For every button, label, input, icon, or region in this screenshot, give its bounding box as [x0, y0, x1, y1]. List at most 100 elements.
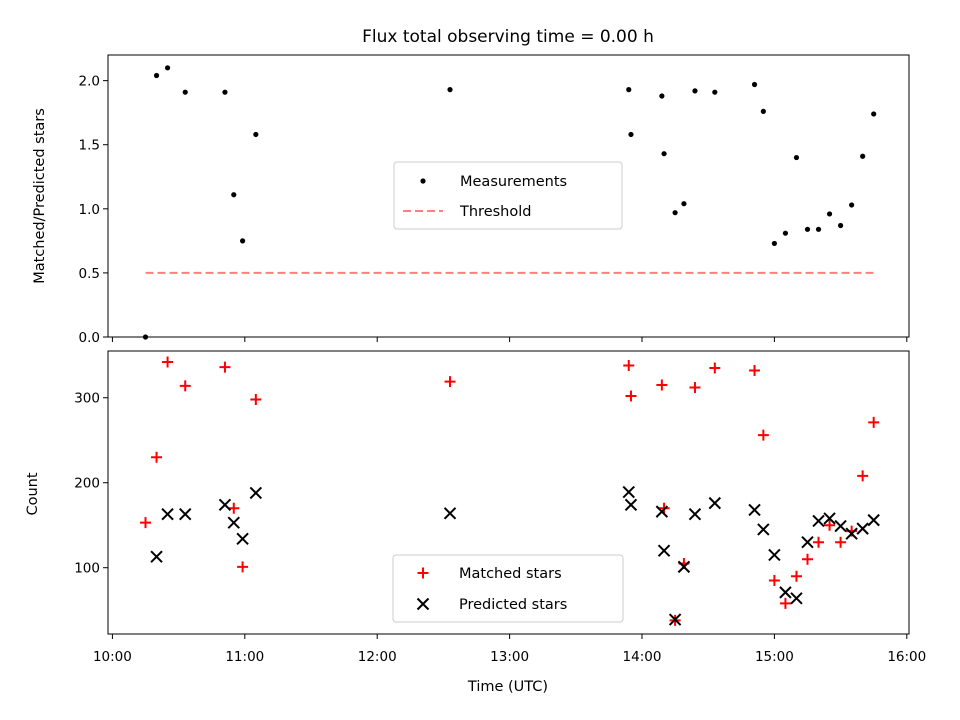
predicted-star-point: [179, 507, 192, 521]
measurement-point: [760, 108, 766, 114]
predicted-star-point: [161, 507, 174, 521]
top-y-tick-label: 1.0: [79, 202, 100, 218]
x-tick-label: 11:00: [225, 649, 264, 665]
bottom-y-axis-label: Count: [25, 472, 41, 515]
measurement-point: [871, 111, 877, 117]
measurement-point: [164, 65, 171, 71]
measurement-point: [771, 240, 777, 247]
measurement-point: [860, 153, 866, 159]
predicted-star-point: [622, 485, 635, 499]
predicted-star-point: [236, 532, 249, 546]
top-y-tick-label: 0.5: [79, 266, 100, 282]
measurement-point: [712, 89, 718, 95]
predicted-star-point: [856, 522, 869, 535]
top-y-axis-label: Matched/Predicted stars: [32, 108, 48, 284]
measurement-point: [222, 89, 228, 95]
legend-threshold-label: Threshold: [459, 204, 531, 220]
matched-star-point: [779, 597, 791, 609]
predicted-star-point: [657, 544, 671, 557]
matched-star-point: [801, 553, 813, 565]
measurement-point: [628, 131, 634, 138]
bottom-y-tick-label: 300: [74, 391, 100, 407]
legend-measurements-label: Measurements: [460, 174, 567, 190]
predicted-star-point: [677, 560, 691, 574]
measurement-point: [253, 131, 259, 138]
measurement-point: [447, 87, 453, 93]
predicted-star-point: [834, 519, 847, 533]
top-plot-frame: [107, 54, 910, 338]
legend-measurements-marker: [420, 178, 426, 184]
predicted-star-point: [845, 527, 858, 540]
predicted-star-point: [779, 586, 792, 599]
predicted-star-point: [668, 613, 682, 626]
matched-star-point: [250, 393, 262, 405]
top-plot-area: 0.0 0.5 1.0 1.5 2.0 Measurements Threshold: [79, 54, 910, 346]
top-y-tick-label: 1.5: [79, 138, 100, 154]
predicted-star-point: [655, 505, 669, 518]
matched-star-point: [179, 380, 191, 392]
matched-star-point: [835, 536, 847, 548]
matched-star-point: [162, 356, 174, 368]
measurement-point: [751, 81, 758, 88]
matched-star-point: [444, 376, 456, 388]
predicted-star-point: [748, 503, 761, 517]
measurement-point: [240, 238, 246, 244]
predicted-star-point: [823, 512, 836, 525]
predicted-star-point: [443, 507, 457, 520]
measurement-point: [826, 211, 833, 217]
x-tick-label: 16:00: [887, 649, 926, 665]
measurement-point: [142, 334, 149, 340]
matched-star-point: [868, 416, 880, 428]
matched-star-point: [709, 362, 721, 374]
predicted-star-point: [218, 498, 232, 512]
measurement-point: [692, 88, 698, 94]
predicted-star-point: [768, 548, 781, 562]
bottom-legend-box: [392, 554, 624, 623]
x-tick-label: 14:00: [623, 649, 662, 665]
top-y-tick-label: 2.0: [79, 74, 100, 90]
x-tick-label: 15:00: [755, 649, 794, 665]
predicted-star-point: [150, 550, 163, 563]
predicted-star-point: [249, 486, 263, 500]
predicted-star-point: [757, 523, 770, 536]
top-legend: Measurements Threshold: [393, 161, 623, 230]
predicted-star-point: [801, 536, 814, 549]
predicted-star-point: [867, 513, 880, 527]
bottom-plot-frame: [107, 350, 910, 635]
matched-star-point: [625, 390, 637, 402]
predicted-star-point: [688, 507, 702, 521]
legend-predicted-marker: [416, 597, 430, 611]
matched-star-point: [219, 361, 231, 373]
legend-predicted-label: Predicted stars: [459, 597, 567, 613]
x-tick-label: 13:00: [490, 649, 529, 665]
matched-star-point: [749, 365, 761, 377]
matched-star-point: [689, 382, 701, 394]
measurement-point: [661, 151, 667, 157]
bottom-plot-area: 100 200 300 10:00 11:00 12:00 13:00 14:00 15:00 1…: [74, 350, 926, 665]
predicted-star-point: [227, 516, 240, 529]
legend-matched-marker: [417, 567, 429, 579]
predicted-star-point: [812, 514, 825, 528]
matched-star-point: [813, 536, 825, 548]
matched-star-point: [790, 570, 802, 582]
predicted-star-point: [790, 592, 803, 605]
matched-star-point: [656, 379, 668, 391]
matched-star-point: [824, 519, 836, 531]
predicted-star-point: [624, 498, 638, 512]
top-chart-title: Flux total observing time = 0.00 h: [362, 27, 654, 47]
x-tick-label: 10:00: [93, 649, 132, 665]
predicted-star-point: [708, 496, 722, 510]
matched-star-point: [237, 561, 249, 573]
matched-star-point: [228, 502, 240, 514]
measurement-point: [182, 89, 188, 95]
measurement-point: [153, 72, 160, 79]
bottom-y-tick-label: 200: [74, 476, 100, 492]
measurement-point: [793, 154, 800, 161]
top-legend-box: [393, 161, 623, 230]
x-axis-label: Time (UTC): [467, 679, 548, 695]
x-tick-label: 12:00: [358, 649, 397, 665]
matched-star-point: [623, 359, 635, 371]
measurement-point: [782, 230, 789, 236]
measurement-point: [837, 222, 844, 229]
